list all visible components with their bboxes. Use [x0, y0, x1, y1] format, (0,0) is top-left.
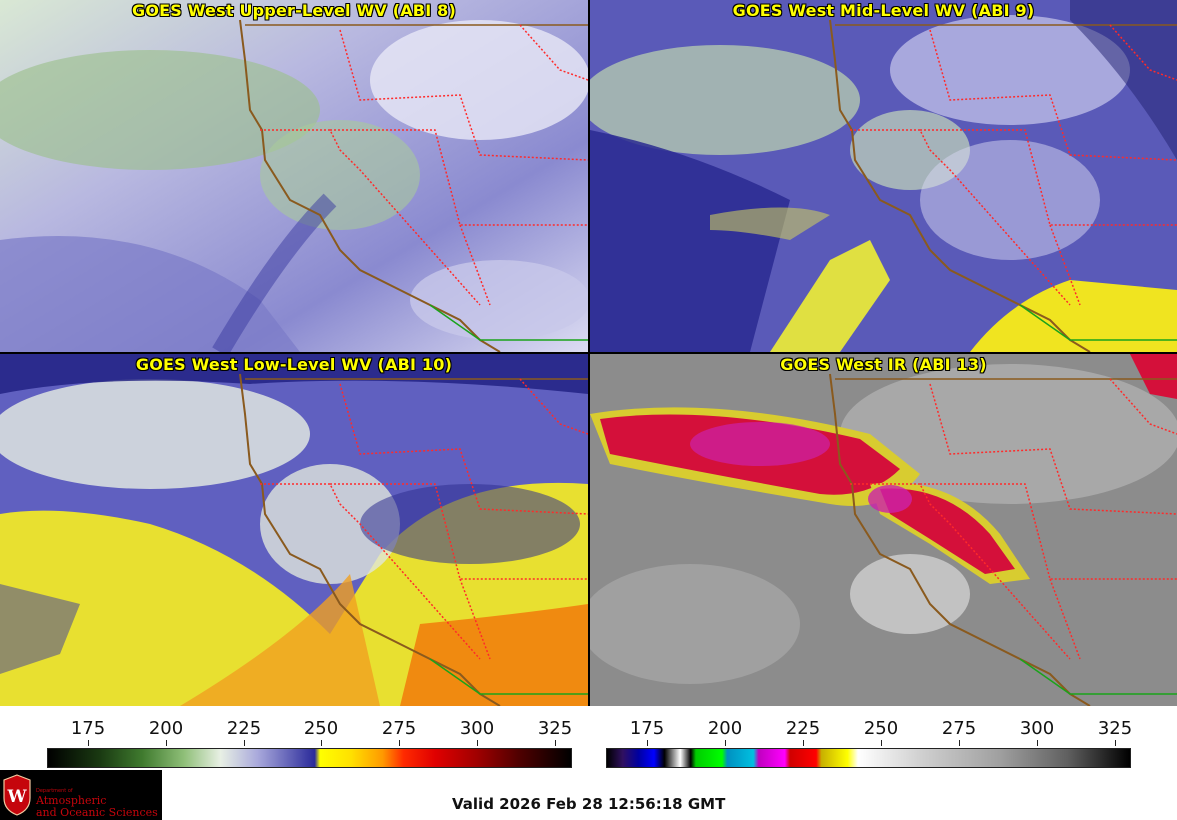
- low-level-wv-image: [0, 354, 588, 706]
- panel-title: GOES West IR (ABI 13): [780, 355, 987, 374]
- tick-mark: [647, 740, 648, 746]
- ir-colorbar: [606, 748, 1131, 768]
- panel-title: GOES West Low-Level WV (ABI 10): [135, 355, 453, 374]
- tick-label: 175: [70, 718, 106, 739]
- wv-colorbar-ticks: 175 200 225 250 275 300 325: [0, 718, 588, 746]
- tick-mark: [399, 740, 400, 746]
- ir-colorbar-ticks: 175 200 225 250 275 300 325: [590, 718, 1177, 746]
- tick-label: 325: [1097, 718, 1133, 739]
- tick-mark: [321, 740, 322, 746]
- tick-mark: [881, 740, 882, 746]
- tick-label: 200: [707, 718, 743, 739]
- tick-mark: [1037, 740, 1038, 746]
- map-overlay-mid: [829, 19, 1177, 352]
- logo-department-text: Department of: [36, 788, 73, 794]
- tick-mark: [166, 740, 167, 746]
- tick-label: 200: [148, 718, 184, 739]
- upper-level-wv-image: [0, 0, 588, 352]
- wv-colorbar: [47, 748, 572, 768]
- logo-name-line2: and Oceanic Sciences: [36, 806, 158, 819]
- tick-label: 250: [863, 718, 899, 739]
- panel-divider-horizontal: [0, 352, 1177, 354]
- logo-name-line1: Atmospheric: [36, 794, 107, 807]
- tick-mark: [725, 740, 726, 746]
- aos-logo: W Department of Atmospheric and Oceanic …: [0, 770, 162, 820]
- tick-label: 225: [226, 718, 262, 739]
- panel-title: GOES West Mid-Level WV (ABI 9): [732, 1, 1035, 20]
- tick-label: 225: [785, 718, 821, 739]
- tick-label: 175: [629, 718, 665, 739]
- mid-level-wv-image: [590, 0, 1177, 352]
- panel-upper-level-wv: GOES West Upper-Level WV (ABI 8): [0, 0, 588, 352]
- tick-mark: [244, 740, 245, 746]
- valid-time: Valid 2026 Feb 28 12:56:18 GMT: [452, 795, 726, 813]
- tick-label: 275: [381, 718, 417, 739]
- panel-low-level-wv: GOES West Low-Level WV (ABI 10): [0, 354, 588, 706]
- tick-label: 250: [303, 718, 339, 739]
- map-overlay-ir: [829, 373, 1177, 706]
- uw-crest-icon: W: [3, 774, 31, 816]
- panel-mid-level-wv: GOES West Mid-Level WV (ABI 9): [590, 0, 1177, 352]
- tick-mark: [1115, 740, 1116, 746]
- panel-ir: GOES West IR (ABI 13): [590, 354, 1177, 706]
- tick-mark: [959, 740, 960, 746]
- tick-label: 325: [537, 718, 573, 739]
- tick-mark: [555, 740, 556, 746]
- tick-mark: [803, 740, 804, 746]
- tick-mark: [477, 740, 478, 746]
- map-overlay-upper: [239, 19, 588, 352]
- svg-text:W: W: [6, 787, 27, 807]
- tick-mark: [88, 740, 89, 746]
- tick-label: 275: [941, 718, 977, 739]
- tick-label: 300: [459, 718, 495, 739]
- tick-label: 300: [1019, 718, 1055, 739]
- ir-image: [590, 354, 1177, 706]
- map-overlay-low: [239, 373, 588, 706]
- panel-title: GOES West Upper-Level WV (ABI 8): [132, 1, 456, 20]
